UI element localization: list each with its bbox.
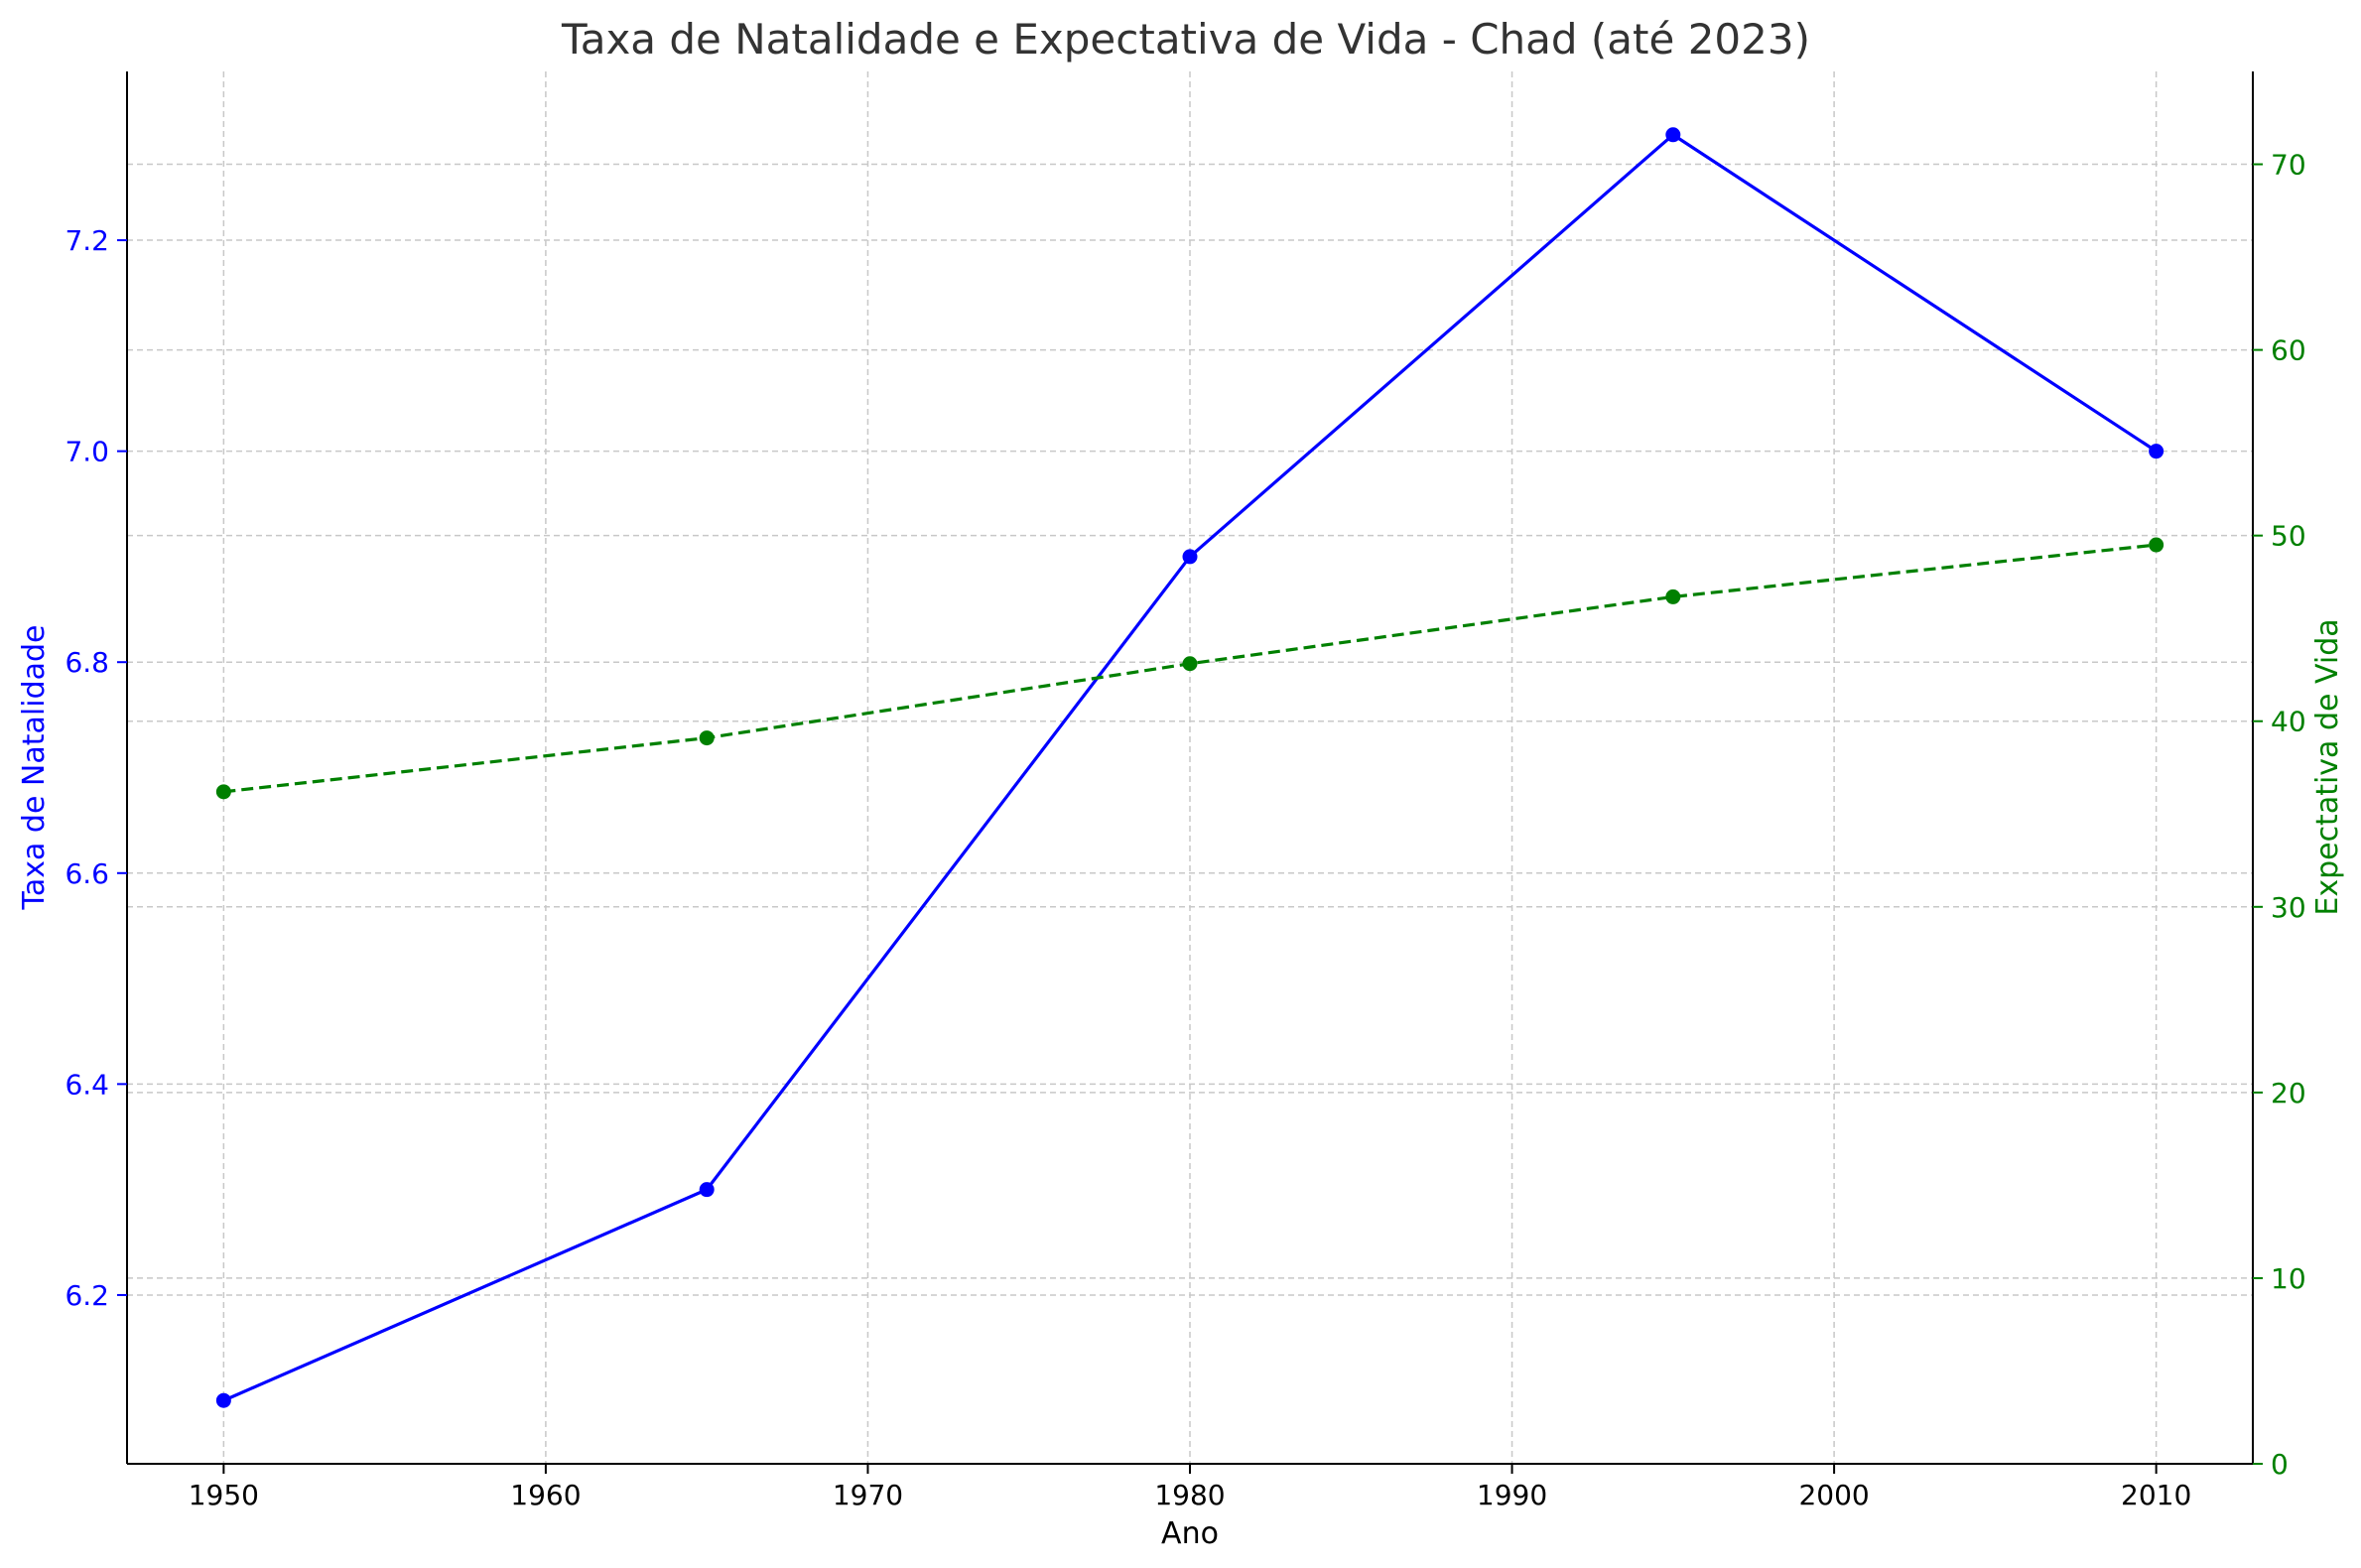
grid-lines bbox=[127, 71, 2253, 1464]
data-point-marker bbox=[215, 784, 231, 800]
left-y-axis-label: Taxa de Natalidade bbox=[17, 624, 52, 910]
right-y-tick-label: 30 bbox=[2271, 891, 2306, 924]
right-y-tick-label: 20 bbox=[2271, 1077, 2306, 1110]
x-tick-label: 1960 bbox=[510, 1479, 581, 1511]
left-y-tick-label: 6.2 bbox=[65, 1279, 109, 1312]
left-y-tick-label: 6.4 bbox=[65, 1068, 109, 1101]
x-tick-label: 2000 bbox=[1798, 1479, 1869, 1511]
data-point-marker bbox=[215, 1392, 231, 1408]
x-tick-label: 1980 bbox=[1154, 1479, 1225, 1511]
data-point-marker bbox=[1182, 656, 1198, 672]
x-axis-label: Ano bbox=[1161, 1516, 1219, 1551]
right-y-axis-label: Expectativa de Vida bbox=[2310, 618, 2345, 915]
left-y-tick-label: 6.6 bbox=[65, 857, 109, 890]
x-tick-label: 1990 bbox=[1477, 1479, 1547, 1511]
data-point-marker bbox=[699, 730, 715, 746]
left-y-tick-label: 7.0 bbox=[65, 436, 109, 468]
right-y-tick-label: 0 bbox=[2271, 1448, 2289, 1481]
right-y-tick-label: 70 bbox=[2271, 149, 2306, 182]
series-layer bbox=[215, 127, 2164, 1408]
left-y-tick-label: 6.8 bbox=[65, 646, 109, 679]
x-tick-label: 1950 bbox=[189, 1479, 259, 1511]
right-y-tick-label: 60 bbox=[2271, 334, 2306, 367]
data-point-marker bbox=[1182, 549, 1198, 565]
left-y-tick-label: 7.2 bbox=[65, 224, 109, 257]
right-y-tick-label: 10 bbox=[2271, 1262, 2306, 1295]
data-point-marker bbox=[1665, 127, 1681, 143]
chart-title: Taxa de Natalidade e Expectativa de Vida… bbox=[561, 15, 1810, 64]
x-axis-ticks: 1950 1960 1970 1980 1990 2000 2010 bbox=[189, 1464, 2191, 1511]
data-point-marker bbox=[2149, 537, 2164, 553]
x-tick-label: 2010 bbox=[2121, 1479, 2191, 1511]
data-point-marker bbox=[1665, 588, 1681, 604]
data-point-marker bbox=[2149, 444, 2164, 459]
right-y-tick-label: 50 bbox=[2271, 520, 2306, 553]
x-tick-label: 1970 bbox=[833, 1479, 903, 1511]
right-y-tick-label: 40 bbox=[2271, 706, 2306, 738]
series-1 bbox=[215, 127, 2164, 1408]
left-y-axis-ticks: 6.2 6.4 6.6 6.8 7.0 7.2 bbox=[65, 224, 127, 1312]
right-y-axis-ticks: 0 10 20 30 40 50 60 70 bbox=[2253, 149, 2306, 1481]
series-2 bbox=[215, 537, 2164, 800]
data-point-marker bbox=[699, 1182, 715, 1198]
